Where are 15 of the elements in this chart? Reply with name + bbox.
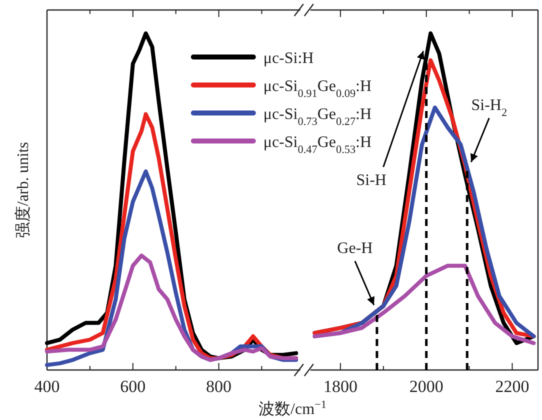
x-tick-label: 2000 bbox=[409, 377, 444, 396]
x-axis-title: 波数/cm$^{−1}$ bbox=[258, 399, 326, 418]
x-tick-label: 2200 bbox=[495, 377, 530, 396]
x-tick-label: 800 bbox=[206, 377, 232, 396]
y-axis-title: 强度/arb. units bbox=[14, 142, 32, 238]
ref-line-label: Ge-H bbox=[337, 240, 374, 258]
legend-label: μc-Si$_{0.73}$Ge$_{0.27}$:H bbox=[263, 106, 372, 128]
legend-label: μc-Si:H bbox=[263, 50, 314, 67]
legend-label: μc-Si$_{0.91}$Ge$_{0.09}$:H bbox=[263, 78, 372, 100]
x-tick-label: 1800 bbox=[323, 377, 358, 396]
x-tick-label: 400 bbox=[34, 377, 60, 396]
ref-line-label: Si-H$_{2}$ bbox=[471, 97, 508, 120]
legend-label: μc-Si$_{0.47}$Ge$_{0.53}$:H bbox=[263, 134, 372, 156]
ref-line-label: Si-H bbox=[356, 172, 387, 189]
x-tick-label: 600 bbox=[120, 377, 146, 396]
